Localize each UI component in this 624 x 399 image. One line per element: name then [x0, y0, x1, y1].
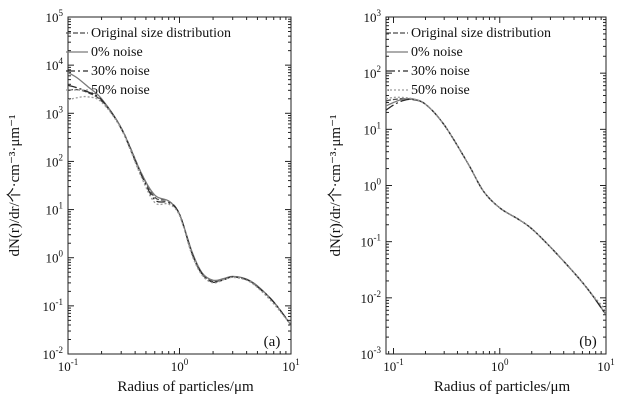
x-tick-label: 101 — [597, 357, 615, 374]
series-line-2 — [68, 84, 291, 326]
y-tick-label: 10-2 — [43, 345, 64, 362]
y-tick-label: 103 — [364, 8, 382, 25]
legend-entry-0: Original size distribution — [91, 26, 231, 41]
x-axis-label: Radius of particles/μm — [117, 379, 254, 395]
y-tick-label: 105 — [46, 8, 64, 25]
y-tick-label: 102 — [364, 64, 382, 81]
x-tick-label: 100 — [171, 357, 189, 374]
y-tick-label: 100 — [46, 249, 64, 266]
panel-b: 10-3 10-2 10-1 100 101 102 103 10-1 100 101 Radius… — [327, 8, 615, 395]
legend-entry-2: 30% noise — [411, 64, 470, 79]
x-axis-label: Radius of particles/μm — [434, 379, 571, 395]
y-tick-label: 101 — [364, 120, 382, 137]
legend-entry-3: 50% noise — [91, 83, 150, 98]
y-tick-label: 10-2 — [361, 289, 382, 306]
series-line-3 — [68, 95, 291, 326]
series-line-0 — [68, 88, 291, 326]
legend-entry-3: 50% noise — [411, 83, 470, 98]
x-tick-label: 100 — [491, 357, 509, 374]
y-tick-label: 100 — [364, 177, 382, 194]
x-tick-label: 10-1 — [383, 357, 404, 374]
y-axis-label: dN(r)/dr/个·cm⁻³·μm⁻¹ — [6, 114, 23, 256]
y-tick-label: 10-1 — [43, 297, 64, 314]
legend-entry-2: 30% noise — [91, 64, 150, 79]
legend-entry-1: 0% noise — [411, 45, 463, 60]
series-line-1 — [386, 97, 606, 316]
y-tick-label: 104 — [46, 56, 64, 73]
y-tick-label: 103 — [46, 104, 64, 121]
x-tick-label: 10-1 — [58, 357, 79, 374]
y-tick-label: 10-1 — [361, 233, 382, 250]
panel-label: (b) — [579, 334, 597, 350]
y-tick-label: 101 — [46, 201, 64, 218]
y-tick-label: 102 — [46, 152, 64, 169]
series-line-0 — [386, 98, 606, 316]
y-axis-label: dN(r)/dr/个·cm⁻³·μm⁻¹ — [327, 114, 344, 256]
panel-label: (a) — [264, 334, 281, 350]
y-tick-label: 10-3 — [361, 345, 382, 362]
x-tick-label: 101 — [282, 357, 300, 374]
legend-entry-1: 0% noise — [91, 45, 143, 60]
series-line-2 — [386, 98, 606, 316]
legend-entry-0: Original size distribution — [411, 26, 551, 41]
series-line-3 — [386, 96, 606, 311]
